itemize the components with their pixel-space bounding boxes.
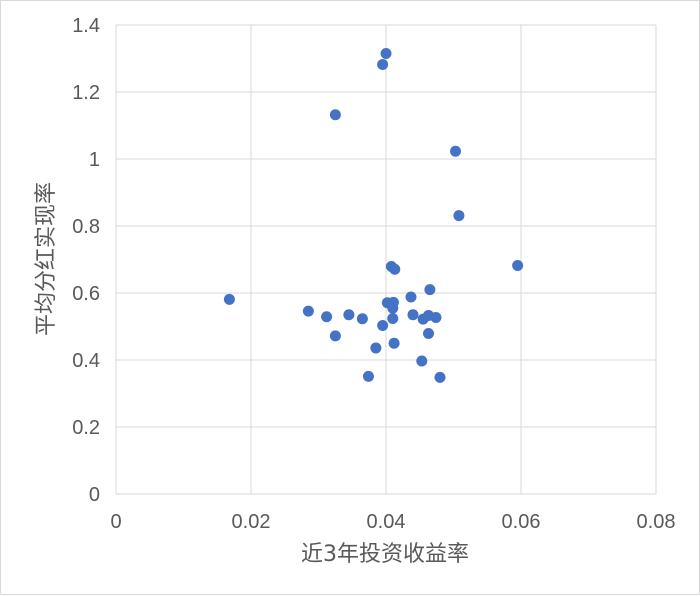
data-point	[512, 260, 524, 272]
data-point	[380, 47, 392, 59]
data-point	[362, 370, 374, 382]
y-tick-label: 0	[89, 484, 100, 506]
grid	[116, 24, 657, 494]
data-point	[321, 311, 333, 323]
data-point	[430, 311, 442, 323]
data-points	[223, 47, 524, 383]
data-point	[377, 59, 389, 71]
y-axis-title: 平均分红实现率	[34, 182, 59, 336]
data-point	[450, 145, 462, 157]
data-point	[329, 109, 341, 121]
data-point	[329, 330, 341, 342]
data-point	[416, 355, 428, 367]
data-point	[387, 312, 399, 324]
y-tick-label: 0.4	[72, 350, 100, 372]
x-tick-label: 0.08	[637, 511, 676, 533]
y-tick-label: 0.8	[72, 216, 100, 238]
data-point	[377, 319, 389, 331]
x-tick-label: 0	[110, 511, 121, 533]
data-point	[405, 291, 417, 303]
data-point	[388, 337, 400, 349]
data-point	[423, 328, 435, 340]
x-tick-label: 0.06	[502, 511, 541, 533]
y-tick-label: 1	[89, 149, 100, 171]
data-point	[424, 284, 436, 296]
y-tick-label: 0.6	[72, 283, 100, 305]
data-point	[343, 309, 355, 321]
data-point	[434, 371, 446, 383]
data-point	[223, 293, 235, 305]
data-point	[407, 309, 419, 321]
y-tick-label: 1.4	[72, 15, 100, 37]
data-point	[356, 313, 368, 325]
x-tick-label: 0.04	[367, 511, 406, 533]
x-tick-label: 0.02	[232, 511, 271, 533]
axes	[115, 25, 656, 495]
data-point	[387, 302, 399, 314]
y-tick-label: 1.2	[72, 82, 100, 104]
data-point	[302, 305, 314, 317]
x-axis-title: 近3年投资收益率	[301, 542, 469, 567]
tick-labels: 0 0.2 0.4 0.6 0.8 1 1.2 1.4 0 0.02 0.04 0.06 0.08	[72, 15, 675, 533]
data-point	[453, 210, 465, 222]
data-point	[389, 263, 401, 275]
data-point	[370, 342, 382, 354]
y-tick-label: 0.2	[72, 417, 100, 439]
